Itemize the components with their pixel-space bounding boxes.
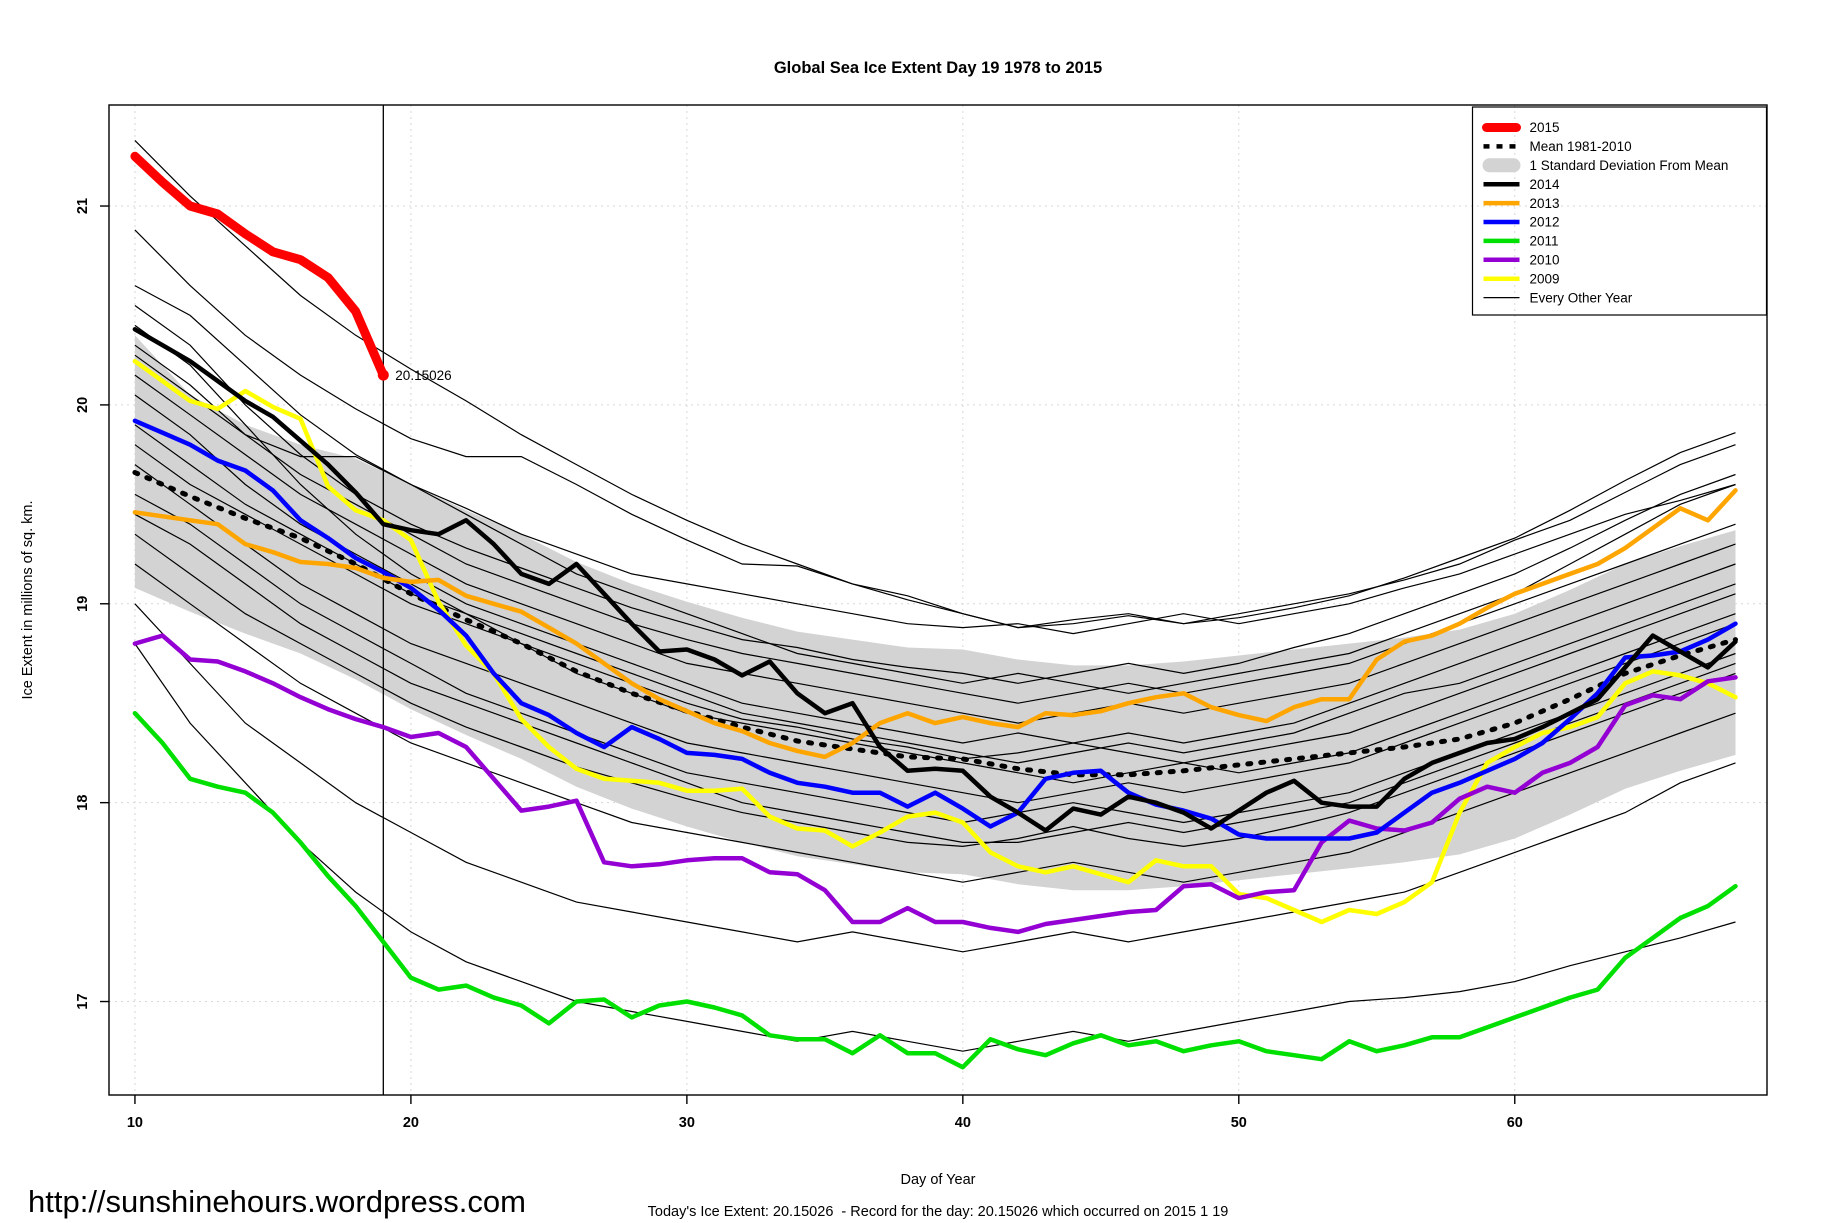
x-tick-label: 60 [1507, 1115, 1523, 1131]
watermark-url: http://sunshinehours.wordpress.com [28, 1184, 526, 1219]
legend-label: 2012 [1530, 215, 1560, 230]
x-tick-label: 20 [403, 1115, 419, 1131]
y-tick-label: 18 [75, 795, 91, 811]
other-year-line [134, 324, 1736, 744]
x-axis-label: Day of Year [901, 1172, 976, 1188]
legend-label: 2010 [1530, 253, 1560, 268]
series-2014-line [132, 327, 1738, 833]
other-year-line [134, 374, 1736, 724]
mean-line [132, 470, 1738, 778]
x-tick-label: 40 [955, 1115, 971, 1131]
other-year-line [134, 229, 1736, 629]
y-tick-label: 21 [75, 198, 91, 214]
other-year-line [134, 533, 1736, 848]
legend-label: 2014 [1530, 177, 1561, 192]
chart-title: Global Sea Ice Extent Day 19 1978 to 201… [774, 59, 1102, 77]
legend-label: 2015 [1530, 120, 1560, 135]
other-year-line [134, 354, 1736, 635]
y-tick-label: 19 [75, 596, 91, 612]
series-2011-line [132, 710, 1738, 1070]
x-tick-label: 10 [127, 1115, 143, 1131]
footer-note: Today's Ice Extent: 20.15026 - Record fo… [648, 1204, 1229, 1220]
std-deviation-band [134, 335, 1736, 891]
y-tick-label: 20 [75, 397, 91, 413]
x-tick-label: 30 [679, 1115, 695, 1131]
plot-area: 20.15026 10 20 30 40 50 60 17 18 19 20 21 2015 Mean 1… [75, 104, 1768, 1131]
y-tick-label: 17 [75, 993, 91, 1009]
x-tick-label: 50 [1231, 1115, 1247, 1131]
legend-label: Mean 1981-2010 [1530, 139, 1632, 154]
record-endpoint-dot [377, 369, 389, 381]
series-2013-line [132, 488, 1738, 760]
other-year-line [134, 139, 1736, 629]
record-value-annotation: 20.15026 [395, 368, 451, 383]
other-year-line [134, 444, 1736, 764]
legend-label: 1 Standard Deviation From Mean [1530, 158, 1729, 173]
other-year-line [134, 643, 1736, 1052]
legend-label: 2011 [1530, 234, 1559, 249]
other-year-line [134, 563, 1736, 883]
series-2015-line [130, 151, 388, 380]
other-year-line [134, 305, 1736, 684]
legend-label: 2013 [1530, 196, 1560, 211]
legend-label: Every Other Year [1530, 290, 1633, 305]
y-axis-label: Ice Extent in millions of sq. km. [20, 500, 36, 699]
legend-box [1471, 106, 1768, 316]
series-2010-line [132, 633, 1738, 935]
other-year-line [134, 464, 1736, 804]
legend-label: 2009 [1530, 271, 1560, 286]
plot-border [108, 104, 1768, 1096]
other-year-line [134, 603, 1736, 953]
other-year-line [134, 513, 1736, 844]
